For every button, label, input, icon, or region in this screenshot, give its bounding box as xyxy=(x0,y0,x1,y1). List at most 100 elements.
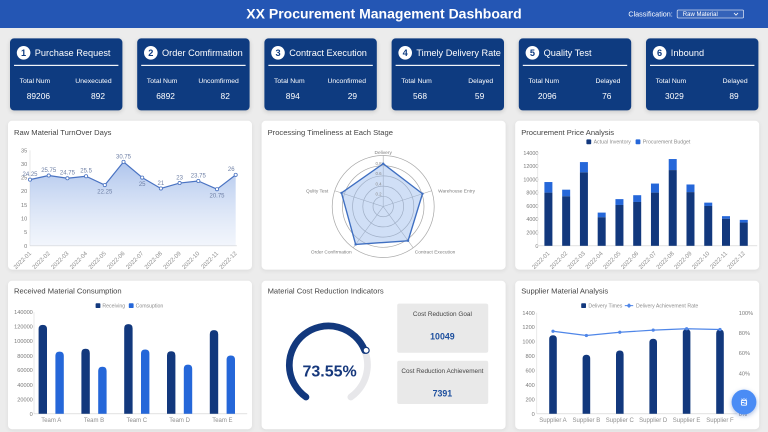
svg-text:2022-12: 2022-12 xyxy=(727,251,747,270)
svg-text:Supplier Material Analysis: Supplier Material Analysis xyxy=(521,287,608,296)
svg-text:140000: 140000 xyxy=(14,310,33,316)
svg-text:600: 600 xyxy=(525,369,534,375)
svg-text:26: 26 xyxy=(228,167,235,173)
svg-text:0.2: 0.2 xyxy=(375,192,382,197)
svg-text:35: 35 xyxy=(21,148,27,154)
svg-text:100000: 100000 xyxy=(14,339,33,345)
svg-text:2022-01: 2022-01 xyxy=(13,251,33,270)
svg-text:80000: 80000 xyxy=(17,354,33,360)
svg-text:24.25: 24.25 xyxy=(22,172,38,178)
svg-text:25: 25 xyxy=(139,182,146,188)
svg-text:10049: 10049 xyxy=(430,332,455,342)
svg-text:60000: 60000 xyxy=(17,368,33,374)
svg-text:Team C: Team C xyxy=(126,418,147,424)
svg-text:Receiving: Receiving xyxy=(102,303,125,309)
svg-text:2022-09: 2022-09 xyxy=(163,251,183,270)
svg-text:Warehouse Entry: Warehouse Entry xyxy=(438,188,475,194)
svg-text:30: 30 xyxy=(21,162,27,168)
svg-text:15: 15 xyxy=(21,203,27,209)
svg-text:Team D: Team D xyxy=(169,418,190,424)
svg-text:Procurement Price Analysis: Procurement Price Analysis xyxy=(521,128,614,137)
svg-text:80%: 80% xyxy=(739,331,750,337)
svg-text:800: 800 xyxy=(525,354,534,360)
svg-text:Qulity Test: Qulity Test xyxy=(306,188,329,194)
svg-text:2022-10: 2022-10 xyxy=(182,251,202,270)
svg-text:24.75: 24.75 xyxy=(60,171,76,177)
svg-text:10000: 10000 xyxy=(523,177,538,183)
svg-text:0.8: 0.8 xyxy=(375,161,382,166)
svg-text:Supplier B: Supplier B xyxy=(573,418,601,424)
svg-text:2022-12: 2022-12 xyxy=(219,251,239,270)
svg-text:5: 5 xyxy=(24,230,27,236)
svg-text:Supplier C: Supplier C xyxy=(606,418,635,424)
svg-text:Procurement Budget: Procurement Budget xyxy=(643,140,691,146)
svg-text:10: 10 xyxy=(21,217,27,223)
svg-text:Delivery: Delivery xyxy=(375,150,393,156)
svg-text:200: 200 xyxy=(525,397,534,403)
svg-text:25.75: 25.75 xyxy=(41,168,57,174)
svg-text:1200: 1200 xyxy=(522,325,534,331)
svg-text:2022-04: 2022-04 xyxy=(585,251,605,270)
svg-text:Supplier E: Supplier E xyxy=(673,418,701,424)
svg-text:14000: 14000 xyxy=(523,151,538,157)
svg-text:21: 21 xyxy=(158,181,165,187)
svg-text:2022-05: 2022-05 xyxy=(88,251,108,270)
svg-text:0: 0 xyxy=(24,244,27,250)
svg-text:30.75: 30.75 xyxy=(116,154,132,160)
svg-text:2022-02: 2022-02 xyxy=(32,251,52,270)
svg-text:2022-06: 2022-06 xyxy=(620,251,640,270)
svg-text:2022-03: 2022-03 xyxy=(51,251,71,270)
svg-text:0: 0 xyxy=(30,412,33,418)
svg-text:6000: 6000 xyxy=(526,204,538,210)
svg-text:1000: 1000 xyxy=(522,340,534,346)
svg-text:22.25: 22.25 xyxy=(97,189,113,195)
svg-text:1400: 1400 xyxy=(522,311,534,317)
svg-text:Comsuption: Comsuption xyxy=(136,303,164,309)
svg-text:2022-09: 2022-09 xyxy=(674,251,694,270)
svg-text:2022-11: 2022-11 xyxy=(201,251,221,270)
svg-text:0: 0 xyxy=(532,412,535,418)
svg-text:Supplier A: Supplier A xyxy=(539,418,566,424)
svg-text:Team E: Team E xyxy=(212,418,232,424)
svg-text:4000: 4000 xyxy=(526,217,538,223)
svg-text:0.6: 0.6 xyxy=(375,171,382,176)
svg-text:Processing Timeliness at Each: Processing Timeliness at Each Stage xyxy=(268,128,393,137)
svg-text:Raw Material TurnOver Days: Raw Material TurnOver Days xyxy=(14,128,112,137)
svg-text:Contract Execution: Contract Execution xyxy=(415,249,456,255)
svg-text:2022-07: 2022-07 xyxy=(638,251,658,270)
svg-text:2022-01: 2022-01 xyxy=(532,251,552,270)
svg-text:2022-04: 2022-04 xyxy=(69,251,89,270)
svg-text:Team A: Team A xyxy=(41,418,61,424)
svg-text:Team B: Team B xyxy=(84,418,104,424)
svg-text:Cost Reduction Achievement: Cost Reduction Achievement xyxy=(401,368,483,375)
svg-text:Supplier F: Supplier F xyxy=(706,418,734,424)
svg-text:Delivery Times: Delivery Times xyxy=(588,303,622,309)
svg-text:Order Confirmation: Order Confirmation xyxy=(311,249,352,255)
svg-text:20000: 20000 xyxy=(17,397,33,403)
svg-text:2022-08: 2022-08 xyxy=(656,251,676,270)
svg-text:2022-02: 2022-02 xyxy=(549,251,569,270)
svg-text:120000: 120000 xyxy=(14,325,33,331)
svg-text:2022-10: 2022-10 xyxy=(691,251,711,270)
svg-text:20.75: 20.75 xyxy=(209,194,225,200)
svg-text:0.4: 0.4 xyxy=(375,181,382,186)
svg-text:60%: 60% xyxy=(739,351,750,357)
svg-text:0: 0 xyxy=(535,244,538,250)
svg-text:40000: 40000 xyxy=(17,383,33,389)
svg-text:2022-05: 2022-05 xyxy=(603,251,623,270)
svg-text:Delivery Achievement Rate: Delivery Achievement Rate xyxy=(636,303,698,309)
svg-text:Supplier D: Supplier D xyxy=(639,418,668,424)
svg-text:0%: 0% xyxy=(739,412,747,418)
svg-text:2022-08: 2022-08 xyxy=(144,251,164,270)
svg-text:7391: 7391 xyxy=(433,388,453,398)
svg-text:2022-11: 2022-11 xyxy=(710,251,730,270)
svg-text:Cost Reduction Goal: Cost Reduction Goal xyxy=(413,311,472,318)
svg-text:Material Cost Reduction Indica: Material Cost Reduction Indicators xyxy=(268,287,384,296)
svg-text:Actual Inventory: Actual Inventory xyxy=(594,140,632,146)
svg-text:Received Material Consumption: Received Material Consumption xyxy=(14,287,122,296)
svg-text:25.5: 25.5 xyxy=(80,169,92,175)
svg-text:400: 400 xyxy=(525,383,534,389)
svg-text:100%: 100% xyxy=(739,311,753,317)
svg-text:2000: 2000 xyxy=(526,231,538,237)
svg-text:23: 23 xyxy=(176,175,183,181)
